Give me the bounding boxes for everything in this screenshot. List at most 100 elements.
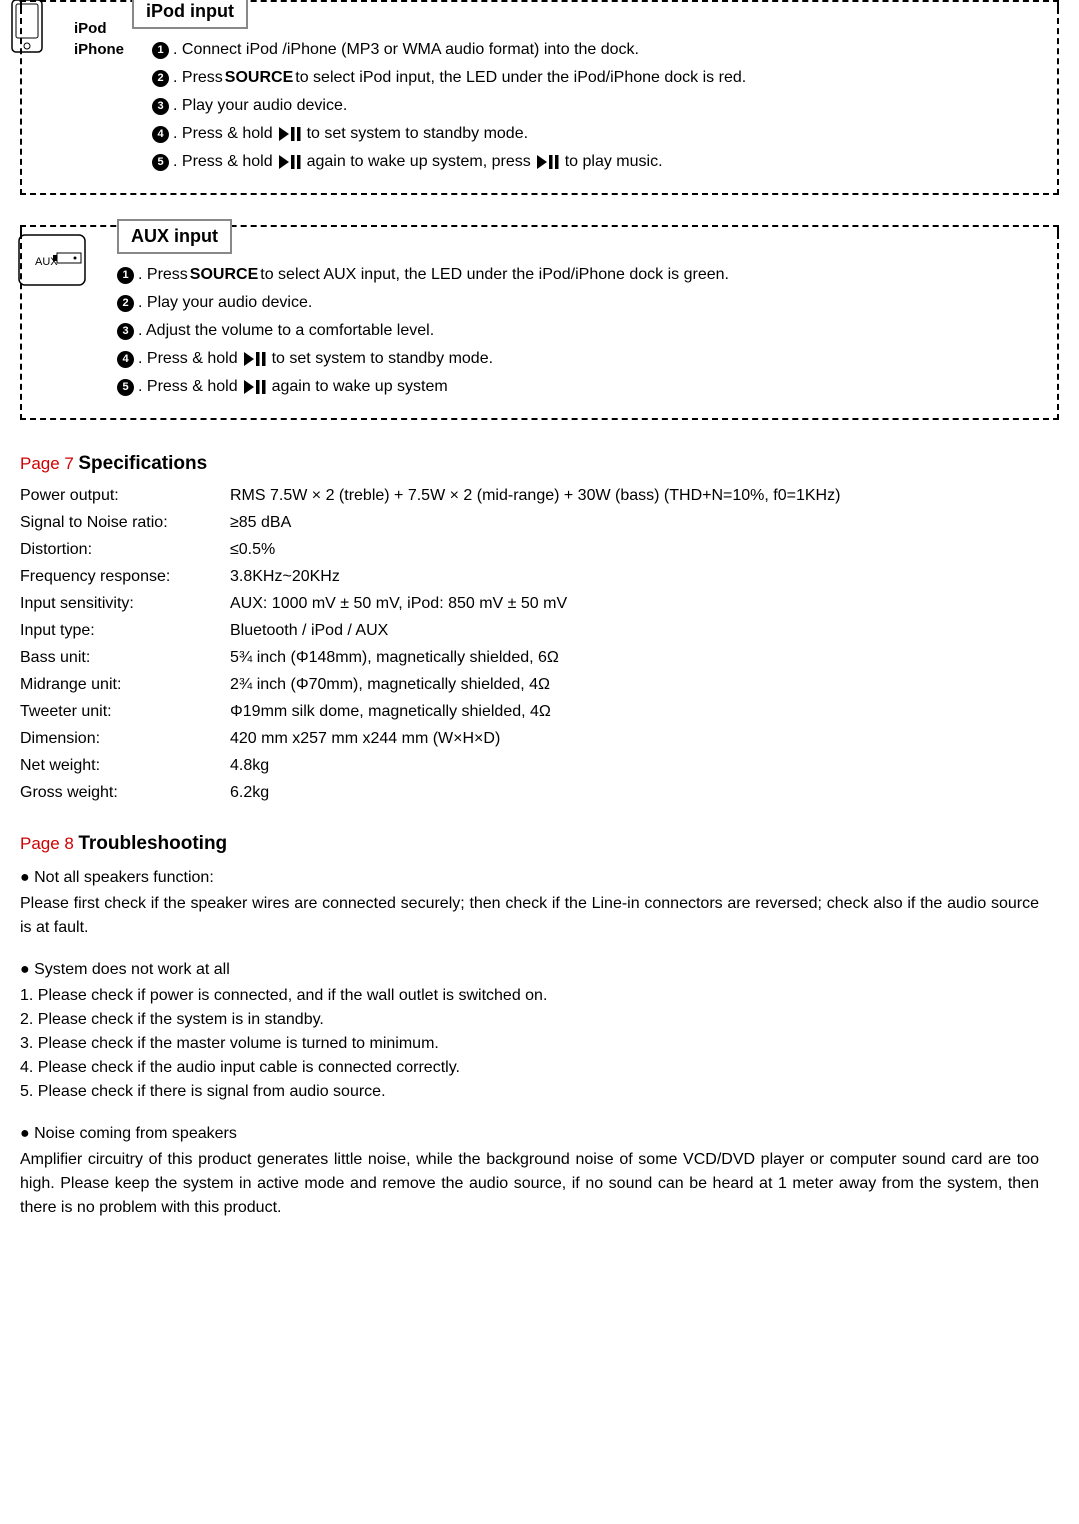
play-pause-icon xyxy=(244,380,266,394)
specs-heading: Page 7 Specifications xyxy=(20,450,1059,479)
step-text: to play music. xyxy=(565,150,663,174)
step-number: 2 xyxy=(117,295,134,312)
step-text: . Press & hold xyxy=(173,122,273,146)
trouble-heading: Page 8 Troubleshooting xyxy=(20,830,1059,859)
ipod-device-icon xyxy=(2,0,52,58)
step-line: 3. Adjust the volume to a comfortable le… xyxy=(117,319,1037,343)
spec-row: Bass unit:5¾ inch (Φ148mm), magnetically… xyxy=(20,646,1059,670)
step-number: 3 xyxy=(117,323,134,340)
trouble-list-item: 4. Please check if the audio input cable… xyxy=(20,1056,1039,1080)
step-text: . Press & hold xyxy=(138,347,238,371)
step-line: 5. Press & hold again to wake up system,… xyxy=(152,150,1037,174)
step-text: . Play your audio device. xyxy=(173,94,347,118)
aux-device-icon: AUX xyxy=(17,233,87,288)
step-line: 5. Press & hold again to wake up system xyxy=(117,375,1037,399)
step-text: . Adjust the volume to a comfortable lev… xyxy=(138,319,434,343)
spec-label: Tweeter unit: xyxy=(20,700,230,724)
step-number: 1 xyxy=(152,42,169,59)
step-text: again to wake up system, press xyxy=(307,150,531,174)
spec-label: Signal to Noise ratio: xyxy=(20,511,230,535)
play-pause-icon xyxy=(279,155,301,169)
spec-row: Power output:RMS 7.5W × 2 (treble) + 7.5… xyxy=(20,484,1059,508)
spec-row: Frequency response:3.8KHz~20KHz xyxy=(20,565,1059,589)
trouble-list-item: 3. Please check if the master volume is … xyxy=(20,1032,1039,1056)
step-text: . Connect iPod /iPhone (MP3 or WMA audio… xyxy=(173,38,639,62)
svg-text:AUX: AUX xyxy=(35,256,58,268)
play-pause-icon xyxy=(244,352,266,366)
step-line: 4. Press & hold to set system to standby… xyxy=(117,347,1037,371)
spec-label: Dimension: xyxy=(20,727,230,751)
spec-value: Φ19mm silk dome, magnetically shielded, … xyxy=(230,700,551,724)
spec-value: 5¾ inch (Φ148mm), magnetically shielded,… xyxy=(230,646,559,670)
step-text: to set system to standby mode. xyxy=(272,347,493,371)
step-text: again to wake up system xyxy=(272,375,448,399)
spec-row: Input sensitivity:AUX: 1000 mV ± 50 mV, … xyxy=(20,592,1059,616)
trouble-list-item: 2. Please check if the system is in stan… xyxy=(20,1008,1039,1032)
step-line: 2. Play your audio device. xyxy=(117,291,1037,315)
trouble-item-heading: ● System does not work at all xyxy=(20,958,1039,982)
step-text: . Play your audio device. xyxy=(138,291,312,315)
spec-row: Input type:Bluetooth / iPod / AUX xyxy=(20,619,1059,643)
spec-value: ≤0.5% xyxy=(230,538,275,562)
step-number: 1 xyxy=(117,267,134,284)
spec-label: Bass unit: xyxy=(20,646,230,670)
step-number: 3 xyxy=(152,98,169,115)
step-text: . Press xyxy=(138,263,188,287)
spec-row: Midrange unit:2¾ inch (Φ70mm), magnetica… xyxy=(20,673,1059,697)
spec-label: Distortion: xyxy=(20,538,230,562)
trouble-list-item: 1. Please check if power is connected, a… xyxy=(20,984,1039,1008)
ipod-steps: 1. Connect iPod /iPhone (MP3 or WMA audi… xyxy=(152,38,1037,174)
step-text: to select iPod input, the LED under the … xyxy=(295,66,746,90)
specs-title: Specifications xyxy=(78,453,207,474)
spec-value: ≥85 dBA xyxy=(230,511,291,535)
spec-row: Net weight:4.8kg xyxy=(20,754,1059,778)
spec-row: Tweeter unit:Φ19mm silk dome, magnetical… xyxy=(20,700,1059,724)
spec-value: 3.8KHz~20KHz xyxy=(230,565,340,589)
step-text: . Press xyxy=(173,66,223,90)
spec-value: AUX: 1000 mV ± 50 mV, iPod: 850 mV ± 50 … xyxy=(230,592,567,616)
step-text: to select AUX input, the LED under the i… xyxy=(260,263,729,287)
aux-input-section: AUX input AUX 1. Press SOURCE to select … xyxy=(0,225,1059,420)
step-number: 4 xyxy=(152,126,169,143)
step-text: . Press & hold xyxy=(173,150,273,174)
spec-label: Input sensitivity: xyxy=(20,592,230,616)
spec-label: Frequency response: xyxy=(20,565,230,589)
spec-value: 420 mm x257 mm x244 mm (W×H×D) xyxy=(230,727,500,751)
step-text: to set system to standby mode. xyxy=(307,122,528,146)
step-bold: SOURCE xyxy=(190,263,258,287)
spec-label: Net weight: xyxy=(20,754,230,778)
trouble-list-item: 5. Please check if there is signal from … xyxy=(20,1080,1039,1104)
spec-value: 4.8kg xyxy=(230,754,269,778)
spec-row: Gross weight:6.2kg xyxy=(20,781,1059,805)
step-number: 4 xyxy=(117,351,134,368)
step-number: 5 xyxy=(152,154,169,171)
step-line: 3. Play your audio device. xyxy=(152,94,1037,118)
ipod-section-title: iPod input xyxy=(132,0,248,29)
specs-page-num: Page 7 xyxy=(20,454,74,473)
step-line: 2. Press SOURCE to select iPod input, th… xyxy=(152,66,1037,90)
play-pause-icon xyxy=(537,155,559,169)
spec-label: Midrange unit: xyxy=(20,673,230,697)
step-bold: SOURCE xyxy=(225,66,293,90)
trouble-item-heading: ● Not all speakers function: xyxy=(20,866,1039,890)
trouble-item-body: Amplifier circuitry of this product gene… xyxy=(20,1148,1039,1220)
spec-row: Distortion:≤0.5% xyxy=(20,538,1059,562)
spec-value: RMS 7.5W × 2 (treble) + 7.5W × 2 (mid-ra… xyxy=(230,484,840,508)
spec-label: Gross weight: xyxy=(20,781,230,805)
troubleshooting-body: ● Not all speakers function:Please first… xyxy=(20,866,1039,1220)
step-line: 1. Connect iPod /iPhone (MP3 or WMA audi… xyxy=(152,38,1037,62)
step-line: 1. Press SOURCE to select AUX input, the… xyxy=(117,263,1037,287)
spec-label: Input type: xyxy=(20,619,230,643)
ipod-input-section: iPod input iPod iPhone 1. Connect iPod /… xyxy=(0,0,1059,195)
trouble-page-num: Page 8 xyxy=(20,834,74,853)
spec-value: 2¾ inch (Φ70mm), magnetically shielded, … xyxy=(230,673,550,697)
trouble-item-body: Please first check if the speaker wires … xyxy=(20,892,1039,940)
step-number: 5 xyxy=(117,379,134,396)
spec-row: Dimension:420 mm x257 mm x244 mm (W×H×D) xyxy=(20,727,1059,751)
spec-label: Power output: xyxy=(20,484,230,508)
ipod-side-label: iPod iPhone xyxy=(74,18,124,60)
spec-value: Bluetooth / iPod / AUX xyxy=(230,619,388,643)
step-number: 2 xyxy=(152,70,169,87)
trouble-item-heading: ● Noise coming from speakers xyxy=(20,1122,1039,1146)
trouble-item-list: 1. Please check if power is connected, a… xyxy=(20,984,1039,1104)
